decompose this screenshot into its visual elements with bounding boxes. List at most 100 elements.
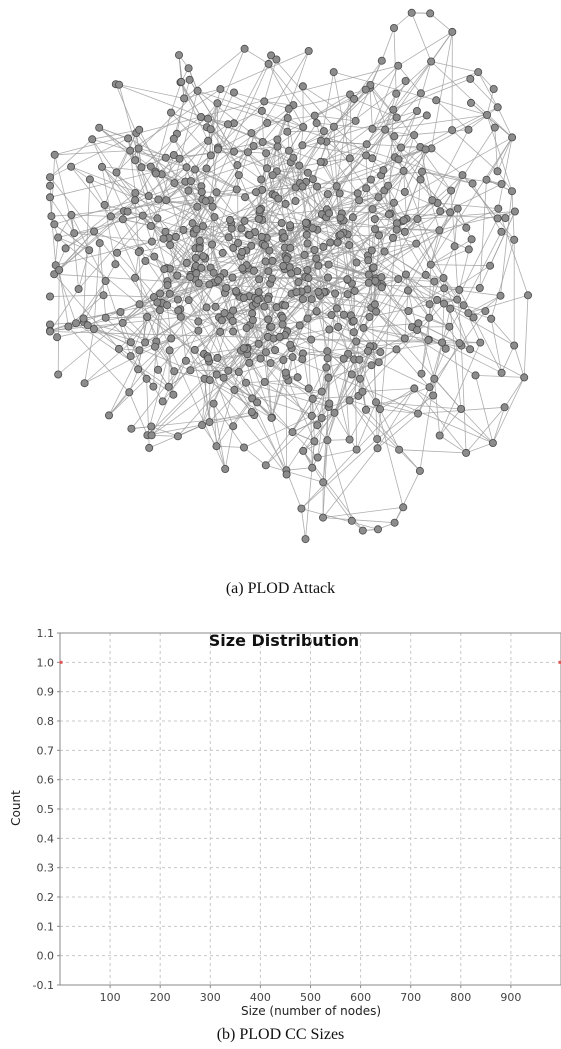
graph-edge — [264, 101, 294, 106]
graph-edge — [267, 298, 312, 338]
graph-node — [439, 273, 448, 282]
graph-node — [147, 422, 156, 431]
graph-node — [50, 150, 59, 159]
graph-node — [135, 125, 144, 134]
graph-node — [361, 85, 370, 94]
graph-edge — [49, 139, 93, 178]
graph-edge — [71, 171, 423, 216]
graph-edge — [470, 78, 498, 108]
graph-edge — [333, 126, 384, 171]
graph-edge — [428, 281, 435, 318]
graph-node — [106, 212, 115, 221]
graph-node — [268, 256, 277, 265]
graph-node — [400, 334, 409, 343]
graph-edge — [218, 130, 325, 318]
graph-node — [211, 302, 220, 311]
graph-node — [55, 265, 64, 274]
graph-edge — [285, 350, 328, 373]
graph-edge — [497, 171, 513, 192]
graph-edge — [450, 308, 515, 346]
graph-node — [54, 233, 63, 242]
graph-node — [417, 369, 426, 378]
graph-edge — [362, 350, 369, 392]
graph-node — [301, 218, 310, 227]
graph-node — [345, 435, 354, 444]
graph-node — [500, 403, 509, 412]
graph-edge — [154, 319, 223, 348]
graph-node — [161, 153, 170, 162]
graph-node — [455, 339, 464, 348]
graph-edge — [110, 199, 159, 217]
graph-node — [334, 322, 343, 331]
graph-node — [218, 248, 227, 257]
graph-edge — [349, 94, 357, 450]
graph-node — [284, 104, 293, 113]
graph-node — [482, 111, 491, 120]
graph-edge — [177, 289, 308, 437]
y-tick-label: 0.3 — [37, 862, 55, 875]
graph-node — [167, 334, 176, 343]
graph-edge — [277, 139, 296, 202]
graph-node — [212, 188, 221, 197]
graph-node — [416, 89, 425, 98]
graph-edge — [310, 339, 323, 392]
graph-edge — [116, 241, 153, 254]
graph-node — [381, 125, 390, 134]
graph-node — [229, 88, 238, 97]
graph-edge — [151, 360, 187, 436]
graph-node — [163, 281, 172, 290]
graph-edge — [497, 208, 529, 296]
graph-node — [297, 504, 306, 513]
graph-edge — [205, 255, 242, 259]
graph-node — [295, 161, 304, 170]
x-tick-label: 400 — [250, 991, 271, 1004]
graph-edge — [264, 347, 292, 383]
graph-node — [170, 367, 179, 376]
graph-edge — [419, 146, 433, 201]
graph-node — [164, 382, 173, 391]
graph-node — [251, 188, 260, 197]
graph-edge — [375, 402, 404, 508]
graph-edge — [122, 219, 266, 383]
graph-edge — [513, 345, 525, 378]
graph-edge — [340, 234, 349, 281]
graph-node — [481, 307, 490, 316]
x-tick-label: 500 — [300, 991, 321, 1004]
graph-edge — [271, 359, 284, 418]
y-tick-label: 0.7 — [37, 744, 55, 757]
graph-node — [399, 216, 408, 225]
graph-node — [127, 424, 136, 433]
graph-node — [64, 322, 73, 331]
graph-edge — [270, 347, 292, 364]
graph-edge — [301, 508, 379, 530]
graph-edge — [301, 508, 306, 540]
graph-node — [195, 244, 204, 253]
graph-edge — [147, 276, 306, 436]
graph-edge — [326, 208, 389, 215]
graph-edge — [497, 137, 513, 172]
graph-edge — [116, 172, 136, 194]
graph-node — [286, 340, 295, 349]
graph-node — [348, 213, 357, 222]
graph-edge — [261, 110, 275, 339]
graph-edge — [314, 137, 513, 442]
graph-node — [196, 113, 205, 122]
graph-edge — [84, 328, 95, 384]
graph-node — [493, 103, 502, 112]
graph-node — [323, 273, 332, 282]
graph-node — [53, 333, 62, 342]
graph-node — [274, 194, 283, 203]
graph-node — [358, 387, 367, 396]
graph-node — [349, 316, 358, 325]
graph-node — [286, 243, 295, 252]
graph-edge — [169, 244, 258, 403]
graph-edge — [461, 345, 467, 453]
graph-node — [396, 143, 405, 152]
graph-node — [329, 68, 338, 77]
graph-node — [277, 218, 286, 227]
graph-node — [230, 147, 239, 156]
graph-node — [429, 391, 438, 400]
graph-node — [279, 355, 288, 364]
graph-node — [352, 258, 361, 267]
graph-edge — [302, 130, 325, 146]
